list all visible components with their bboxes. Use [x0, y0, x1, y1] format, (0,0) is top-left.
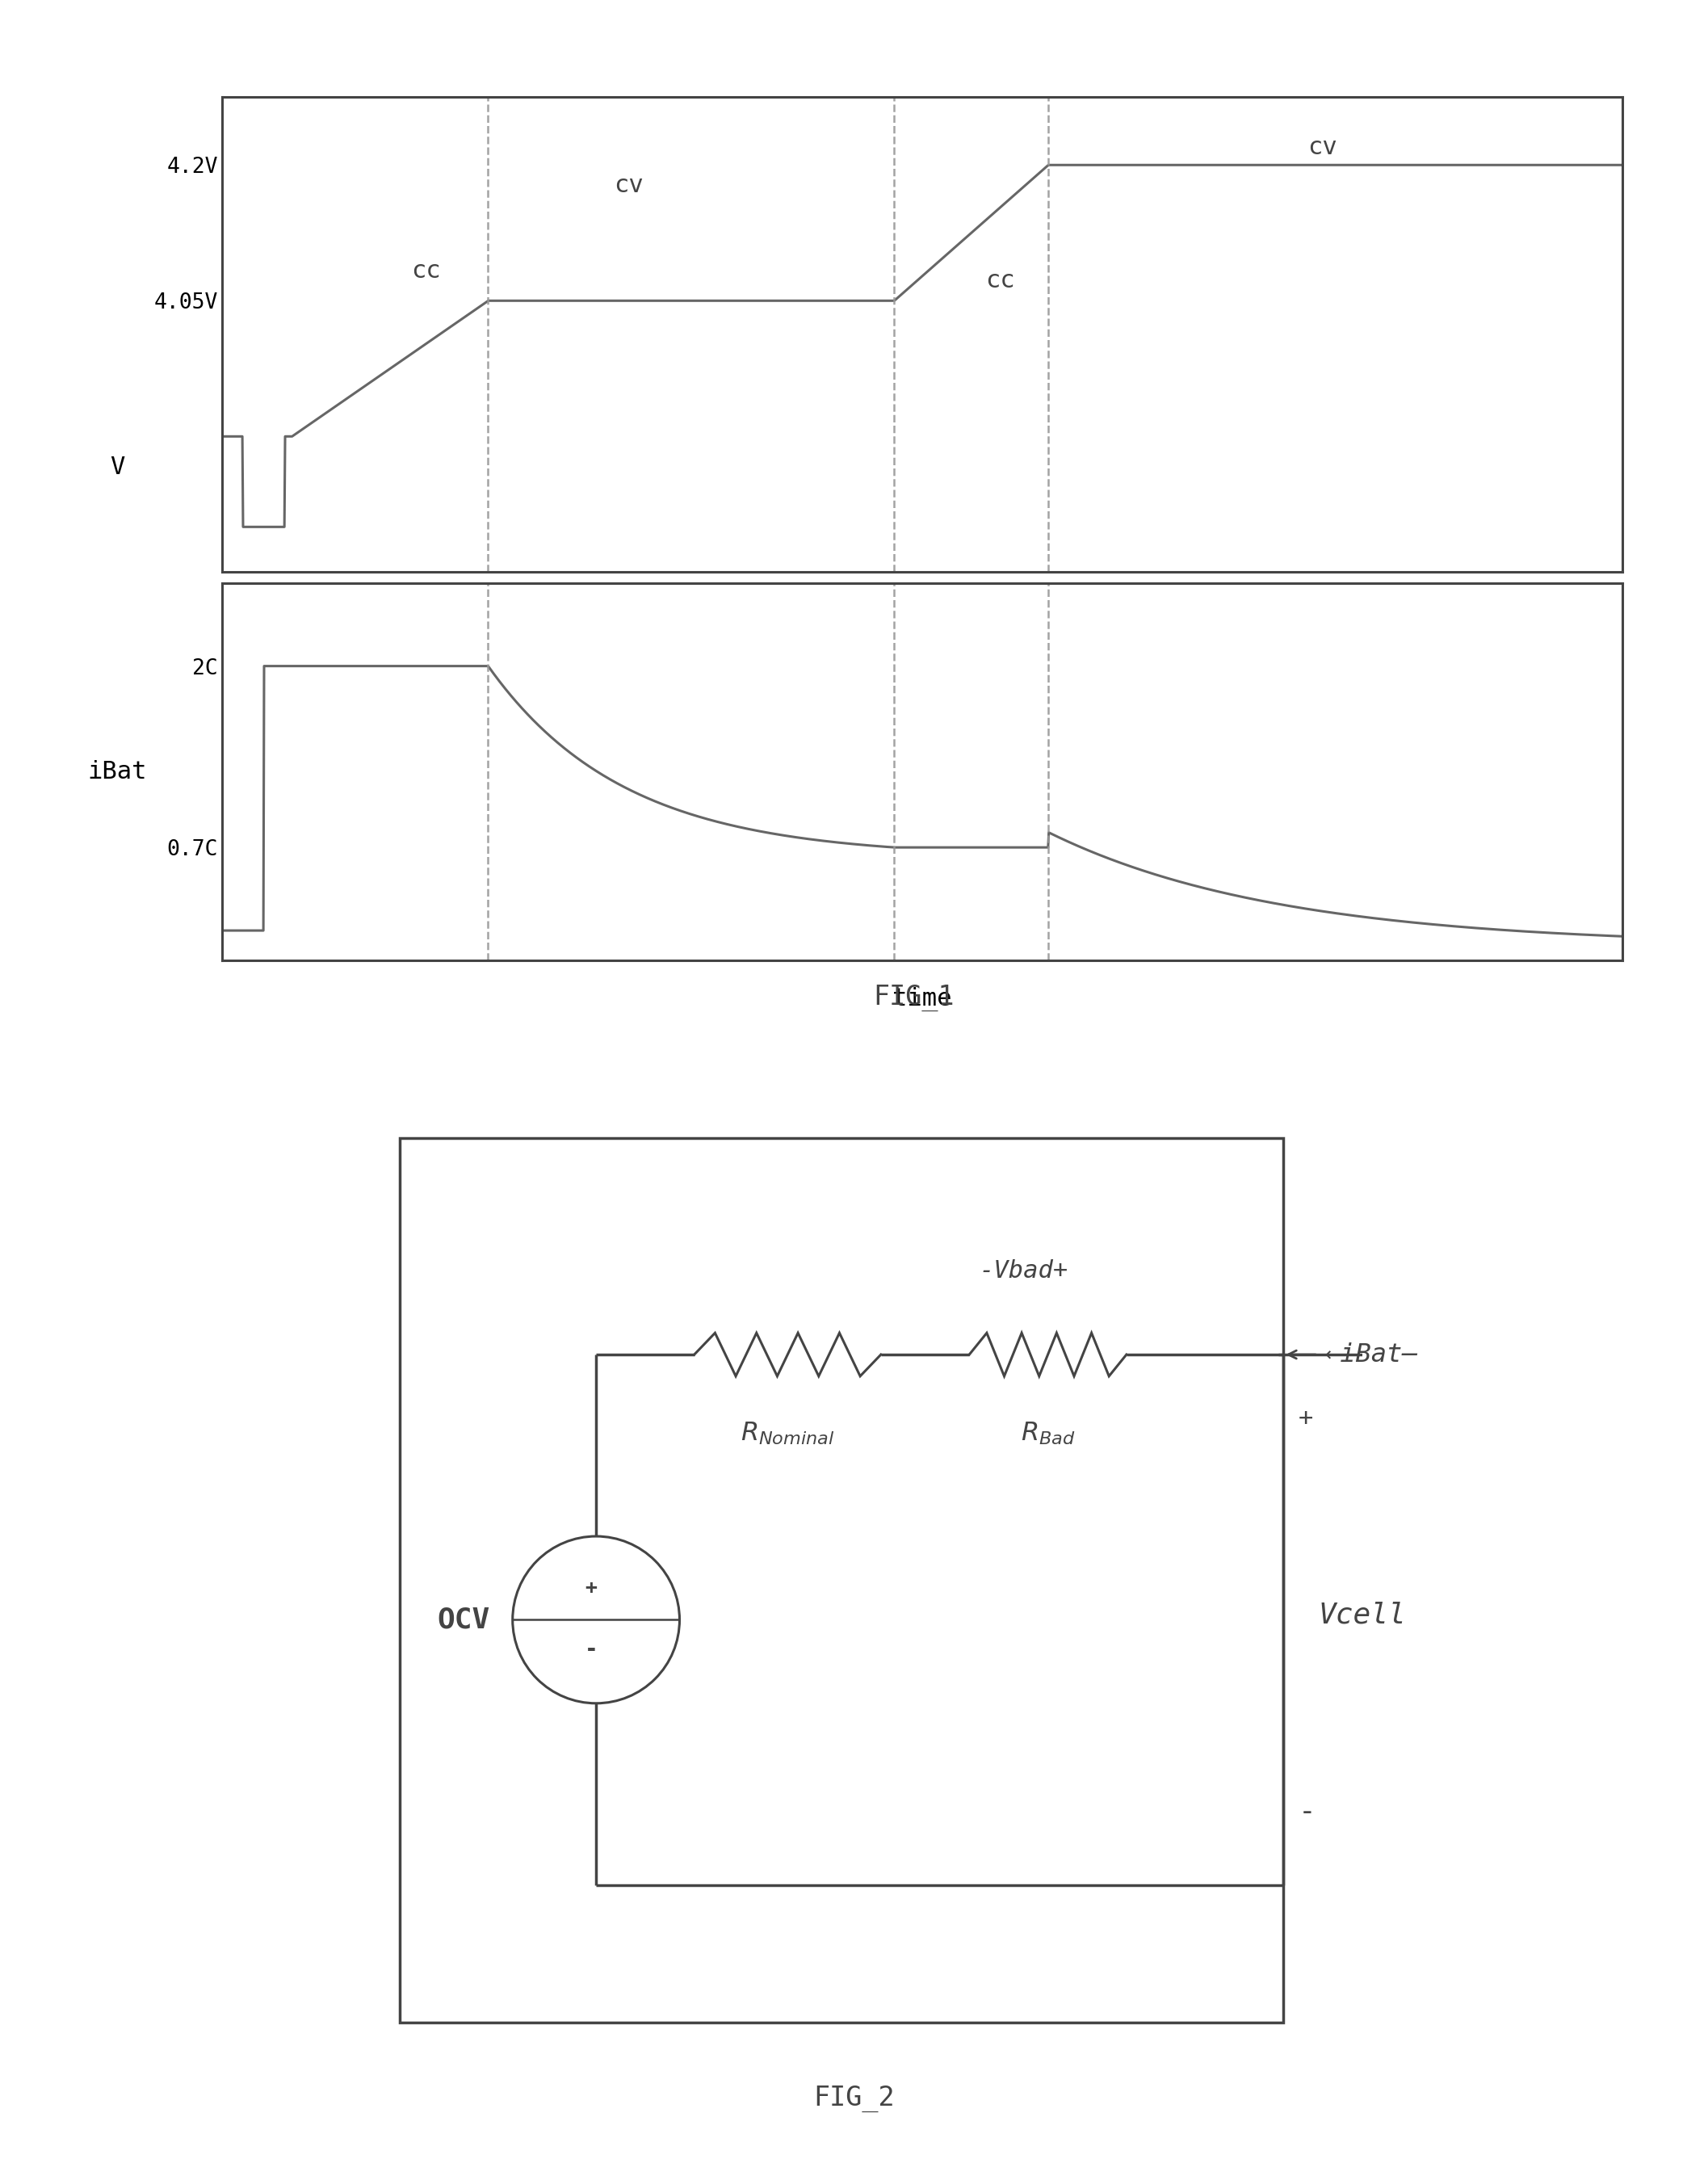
Text: cv: cv	[1308, 136, 1337, 160]
Text: OCV: OCV	[437, 1606, 490, 1634]
Text: cc: cc	[412, 259, 441, 283]
Text: FIG_2: FIG_2	[813, 2086, 895, 2112]
Text: cv: cv	[615, 173, 644, 196]
Text: ←iBat—: ←iBat—	[1325, 1343, 1418, 1367]
Text: -: -	[1298, 1798, 1315, 1824]
Text: +: +	[586, 1578, 598, 1598]
Text: -: -	[584, 1639, 598, 1660]
Text: iBat: iBat	[87, 760, 147, 784]
Text: +: +	[1298, 1408, 1313, 1429]
Text: Vcell: Vcell	[1319, 1602, 1406, 1628]
Text: cc: cc	[986, 268, 1015, 291]
Text: -Vbad+: -Vbad+	[979, 1259, 1068, 1282]
Text: V: V	[109, 456, 125, 479]
Text: FIG_1: FIG_1	[873, 985, 955, 1010]
Text: $R_{Nominal}$: $R_{Nominal}$	[741, 1421, 835, 1447]
Text: time: time	[893, 987, 951, 1010]
Text: $R_{Bad}$: $R_{Bad}$	[1021, 1421, 1074, 1447]
